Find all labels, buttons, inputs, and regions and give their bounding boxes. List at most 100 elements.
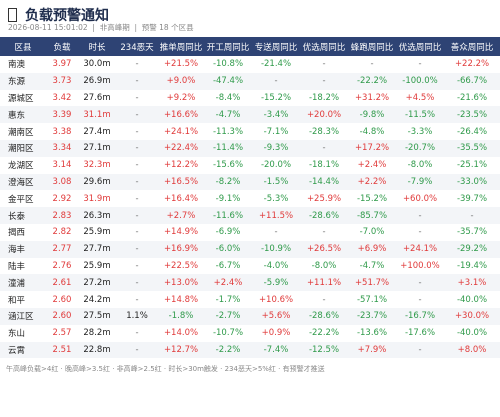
- data-cell: 30.0m: [83, 59, 111, 70]
- column-header: 负载: [46, 37, 78, 56]
- data-cell: +2.2%: [348, 173, 396, 191]
- district-cell: 潼浦: [0, 274, 46, 292]
- data-cell: -: [370, 59, 374, 70]
- data-cell: -: [135, 294, 139, 305]
- table-row: 云霄 2.51 22.8m - +12.7% -2.2% -7.4% -12.5% +7.9% -…: [0, 341, 500, 359]
- data-cell: 27.7m: [78, 240, 116, 258]
- data-cell: 32.3m: [83, 160, 111, 171]
- data-cell: +51.7%: [348, 274, 396, 292]
- data-cell: 2.60: [52, 294, 72, 305]
- data-cell: -35.5%: [444, 139, 500, 157]
- district-cell: 云霄: [0, 341, 46, 359]
- data-cell: -15.6%: [212, 160, 244, 171]
- data-cell: 3.38: [52, 126, 72, 137]
- column-header: 优选周同比: [300, 37, 348, 56]
- data-cell: -6.7%: [215, 260, 241, 271]
- data-cell: 3.14: [52, 160, 72, 171]
- data-cell: +24.1%: [163, 126, 199, 137]
- data-cell: 3.73: [46, 72, 78, 90]
- column-header: 时长: [78, 37, 116, 56]
- data-cell: -5.9%: [252, 274, 300, 292]
- data-cell: -3.3%: [407, 126, 433, 137]
- data-cell: -: [116, 240, 158, 258]
- data-cell: -6.0%: [204, 240, 252, 258]
- data-cell: -: [252, 72, 300, 90]
- data-cell: -9.3%: [252, 139, 300, 157]
- data-cell: 3.97: [52, 59, 72, 70]
- data-cell: 31.1m: [78, 106, 116, 124]
- table-row: 海丰 2.77 27.7m - +16.9% -6.0% -10.9% +26.5% +6.9%…: [0, 240, 500, 258]
- table-row: 涵江区 2.60 27.5m 1.1% -1.8% -2.7% +5.6% -28.6% -23…: [0, 307, 500, 325]
- data-cell: -8.4%: [215, 92, 241, 103]
- data-cell: -35.7%: [456, 227, 488, 238]
- data-cell: -: [322, 227, 326, 238]
- data-cell: 27.1m: [78, 139, 116, 157]
- data-cell: -8.0%: [407, 160, 433, 171]
- data-cell: +30.0%: [444, 307, 500, 325]
- district-cell: 澄海区: [0, 173, 46, 191]
- data-cell: -: [135, 160, 139, 171]
- data-cell: -26.4%: [456, 126, 488, 137]
- data-cell: 29.6m: [78, 173, 116, 191]
- district-cell: 揭西: [8, 228, 26, 239]
- data-cell: -25.1%: [456, 160, 488, 171]
- data-cell: -14.4%: [300, 173, 348, 191]
- data-cell: -4.8%: [359, 126, 385, 137]
- data-cell: -33.0%: [444, 173, 500, 191]
- data-cell: 25.9m: [83, 227, 111, 238]
- data-cell: +24.1%: [396, 240, 444, 258]
- data-cell: +12.7%: [158, 341, 204, 359]
- data-cell: +14.9%: [163, 227, 199, 238]
- table-row: 金平区 2.92 31.9m - +16.4% -9.1% -5.3% +25.9% -15.2…: [0, 190, 500, 207]
- data-cell: +2.7%: [158, 207, 204, 224]
- data-cell: 2.92: [52, 193, 72, 204]
- data-cell: -: [116, 341, 158, 359]
- district-cell: 东山: [8, 329, 26, 340]
- data-cell: -18.1%: [308, 160, 340, 171]
- data-cell: -: [418, 59, 422, 70]
- table-row: 潮南区 3.38 27.4m - +24.1% -11.3% -7.1% -28.3% -4.8…: [0, 123, 500, 140]
- data-cell: -1.5%: [252, 173, 300, 191]
- data-cell: 2.51: [46, 341, 78, 359]
- data-cell: 24.2m: [83, 294, 111, 305]
- data-cell: +16.9%: [158, 240, 204, 258]
- data-cell: -12.5%: [300, 341, 348, 359]
- data-cell: 2.60: [46, 307, 78, 325]
- data-cell: +9.0%: [158, 72, 204, 90]
- column-header: 区县: [0, 37, 46, 56]
- district-cell: 海丰: [0, 240, 46, 258]
- data-cell: +13.0%: [158, 274, 204, 292]
- district-cell: 涵江区: [0, 307, 46, 325]
- data-cell: -57.1%: [356, 294, 388, 305]
- data-cell: -: [274, 227, 278, 238]
- data-cell: -28.6%: [300, 207, 348, 224]
- district-cell: 长泰: [0, 207, 46, 224]
- data-cell: -11.6%: [204, 207, 252, 224]
- data-cell: -20.7%: [396, 139, 444, 157]
- data-cell: -2.2%: [204, 341, 252, 359]
- data-cell: -10.7%: [212, 328, 244, 339]
- table-row: 源城区 3.42 27.6m - +9.2% -8.4% -15.2% -18.2% +31.2…: [0, 90, 500, 107]
- column-header: 推单周同比: [158, 37, 204, 56]
- data-cell: -47.4%: [204, 72, 252, 90]
- data-cell: 22.8m: [78, 341, 116, 359]
- data-cell: -28.3%: [308, 126, 340, 137]
- data-cell: -: [300, 139, 348, 157]
- data-cell: -13.6%: [356, 328, 388, 339]
- data-cell: -9.1%: [215, 193, 241, 204]
- table-row: 东山 2.57 28.2m - +14.0% -10.7% +0.9% -22.2% -13.6…: [0, 325, 500, 342]
- data-cell: -: [396, 207, 444, 224]
- table-row: 惠东 3.39 31.1m - +16.6% -4.7% -3.4% +20.0% -9.8% -…: [0, 106, 500, 124]
- data-cell: -15.2%: [260, 92, 292, 103]
- column-header: 专送周同比: [252, 37, 300, 56]
- data-cell: +2.4%: [357, 160, 387, 171]
- table-row: 东源 3.73 26.9m - +9.0% -47.4% - - -22.2% -100.0% -6…: [0, 72, 500, 90]
- table-row: 长泰 2.83 26.3m - +2.7% -11.6% +11.5% -28.6% -85.7…: [0, 207, 500, 224]
- data-cell: 3.39: [46, 106, 78, 124]
- alert-table: 区县 负载 时长 234恶天 推单周同比 开工周同比 专送周同比 优选周同比 蜂跑周同比 优选周同…: [0, 37, 500, 359]
- data-cell: 2.83: [46, 207, 78, 224]
- data-cell: -29.2%: [444, 240, 500, 258]
- data-cell: 2.76: [52, 260, 72, 271]
- data-cell: 3.42: [52, 92, 72, 103]
- data-cell: -: [116, 274, 158, 292]
